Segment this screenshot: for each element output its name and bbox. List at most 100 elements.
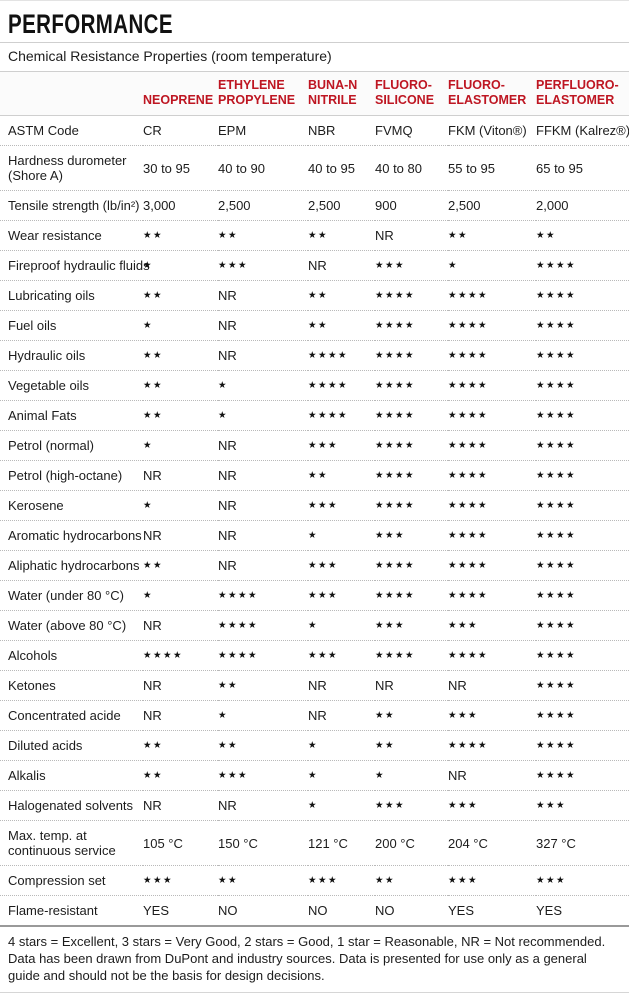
value-cell: FFKM (Kalrez®) [536, 123, 629, 138]
rating-stars: ★★★★ [375, 310, 448, 341]
value-cell: YES [448, 895, 536, 925]
value-cell: NR [308, 670, 375, 701]
table-row: Water (under 80 °C) ★ ★★★★ ★★★ ★★★★ ★★★★ ★★★★ [0, 580, 629, 611]
value-cell: 900 [375, 190, 448, 221]
value-cell: NR [448, 760, 536, 791]
column-header-fluoro-elastomer: FLUORO- ELASTOMER [448, 72, 536, 116]
value-cell: NR [218, 520, 308, 551]
rating-stars: ★★★ [143, 865, 218, 896]
table-body: ASTM Code CR EPM NBR FVMQ FKM (Viton®) FFKM (K… [0, 116, 629, 925]
value-cell: 150 °C [218, 820, 308, 866]
rating-stars: ★★★★ [448, 370, 536, 401]
rating-stars: ★★★★ [536, 370, 629, 401]
rating-stars: ★★★★ [448, 550, 536, 581]
row-label: Ketones [0, 670, 143, 701]
rating-stars: ★★★ [448, 790, 536, 821]
rating-stars: ★★★★ [375, 550, 448, 581]
value-cell: NR [218, 460, 308, 491]
table-row: Hydraulic oils ★★ NR ★★★★ ★★★★ ★★★★ ★★★★ [0, 340, 629, 371]
rating-stars: ★★★★ [218, 640, 308, 671]
value-cell: NO [375, 895, 448, 925]
table-subtitle: Chemical Resistance Properties (room tem… [0, 43, 629, 72]
value-cell: 200 °C [375, 820, 448, 866]
rating-stars: ★★★★ [536, 550, 629, 581]
rating-stars: ★ [308, 520, 375, 551]
value-cell: FKM (Viton®) [448, 123, 527, 138]
rating-stars: ★★★★ [448, 580, 536, 611]
value-cell: NR [143, 670, 218, 701]
rating-stars: ★ [308, 760, 375, 791]
table-row: Ketones NR ★★ NR NR NR ★★★★ [0, 670, 629, 701]
rating-stars: ★★★★ [448, 400, 536, 431]
value-cell: NR [218, 550, 308, 581]
rating-stars: ★★ [308, 460, 375, 491]
rating-stars: ★★ [143, 280, 218, 311]
value-cell: YES [143, 895, 218, 925]
rating-stars: ★★★★ [375, 430, 448, 461]
rating-stars: ★★★ [218, 250, 308, 281]
table-row: Petrol (normal) ★ NR ★★★ ★★★★ ★★★★ ★★★★ [0, 430, 629, 461]
rating-stars: ★★★ [375, 790, 448, 821]
rating-stars: ★ [218, 700, 308, 731]
value-cell: 2,500 [448, 190, 536, 221]
rating-stars: ★★★★ [536, 520, 629, 551]
rating-stars: ★★★★ [536, 610, 629, 641]
rating-stars: ★★★★ [375, 280, 448, 311]
row-label: Lubricating oils [0, 280, 143, 311]
page-title: PERFORMANCE [0, 1, 629, 42]
table-row: Vegetable oils ★★ ★ ★★★★ ★★★★ ★★★★ ★★★★ [0, 370, 629, 401]
value-cell: FVMQ [375, 123, 413, 138]
rating-stars: ★★★★ [536, 730, 629, 761]
rating-stars: ★★★ [375, 520, 448, 551]
rating-stars: ★ [375, 760, 448, 791]
rating-stars: ★★★ [536, 865, 629, 896]
value-cell: 3,000 [143, 190, 218, 221]
value-cell: NR [375, 670, 448, 701]
table-row: Concentrated acide NR ★ NR ★★ ★★★ ★★★★ [0, 700, 629, 731]
row-label: Diluted acids [0, 730, 143, 761]
corner-cell [0, 72, 143, 116]
value-cell: NO [218, 895, 308, 925]
rating-stars: ★★★★ [218, 610, 308, 641]
value-cell: NR [218, 310, 308, 341]
row-label: Water (above 80 °C) [0, 610, 143, 641]
value-cell: NR [308, 250, 375, 281]
rating-stars: ★★★★ [448, 430, 536, 461]
rating-stars: ★★ [143, 220, 218, 251]
rating-stars: ★★ [143, 400, 218, 431]
value-cell: NR [448, 670, 536, 701]
rating-stars: ★★★ [375, 610, 448, 641]
rating-stars: ★★★★ [536, 430, 629, 461]
row-label: Alkalis [0, 760, 143, 791]
value-cell: NR [143, 700, 218, 731]
column-header-fluoro-silicone: FLUORO- SILICONE [375, 72, 448, 116]
rating-stars: ★★ [448, 220, 536, 251]
value-cell: 327 °C [536, 820, 629, 866]
rating-stars: ★★ [308, 310, 375, 341]
row-label: Water (under 80 °C) [0, 580, 143, 611]
value-cell: 2,000 [536, 190, 629, 221]
table-row: Alcohols ★★★★ ★★★★ ★★★ ★★★★ ★★★★ ★★★★ [0, 640, 629, 671]
value-cell: 2,500 [308, 190, 375, 221]
rating-stars: ★ [218, 370, 308, 401]
column-header-buna-n-nitrile: BUNA-N NITRILE [308, 72, 375, 116]
table-row: Petrol (high-octane) NR NR ★★ ★★★★ ★★★★ ★★★★ [0, 460, 629, 491]
table-row: Aliphatic hydrocarbons ★★ NR ★★★ ★★★★ ★★★★ ★★★… [0, 550, 629, 581]
value-cell: NR [143, 610, 218, 641]
rating-stars: ★★ [143, 550, 218, 581]
value-cell: NR [308, 700, 375, 731]
rating-stars: ★★ [143, 370, 218, 401]
rating-stars: ★★★★ [308, 400, 375, 431]
row-label: Aliphatic hydrocarbons [0, 550, 143, 581]
row-label: ASTM Code [8, 123, 79, 138]
rating-stars: ★★★★ [536, 670, 629, 701]
table-row: Tensile strength (lb/in²) 3,000 2,500 2,500… [0, 190, 629, 221]
row-label: Alcohols [0, 640, 143, 671]
table-row: Diluted acids ★★ ★★ ★ ★★ ★★★★ ★★★★ [0, 730, 629, 761]
rating-stars: ★★★★ [536, 580, 629, 611]
table-row: Fireproof hydraulic fluids ★ ★★★ NR ★★★ ★ ★★★★ [0, 250, 629, 281]
rating-stars: ★★★★ [448, 490, 536, 521]
value-cell: NR [218, 430, 308, 461]
rating-stars: ★★★★ [448, 340, 536, 371]
